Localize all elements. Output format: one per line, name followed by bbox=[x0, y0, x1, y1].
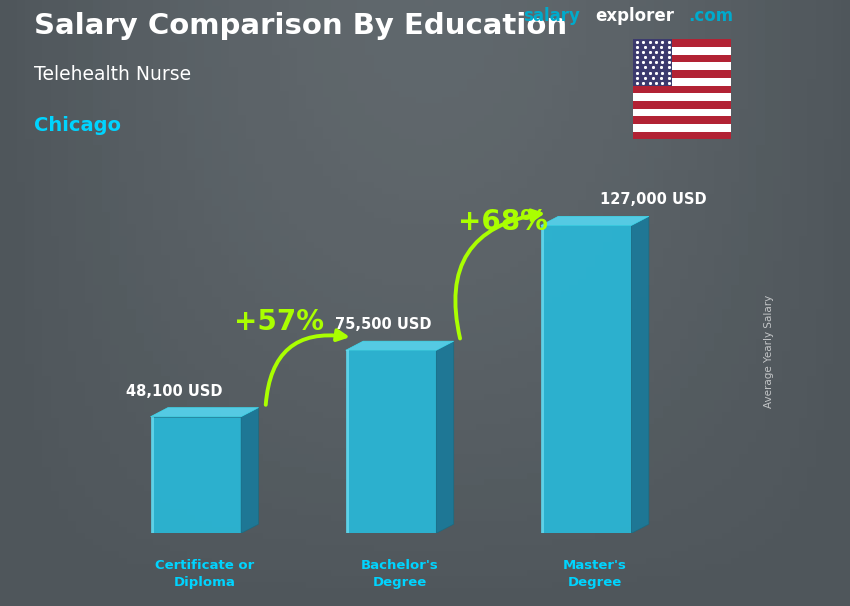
Text: Average Yearly Salary: Average Yearly Salary bbox=[764, 295, 774, 408]
Bar bbox=[633, 108, 731, 116]
Polygon shape bbox=[632, 216, 649, 533]
Bar bbox=[633, 39, 672, 85]
Bar bbox=[633, 62, 731, 70]
Bar bbox=[633, 101, 731, 108]
Text: Chicago: Chicago bbox=[34, 116, 121, 135]
Polygon shape bbox=[346, 350, 436, 533]
Polygon shape bbox=[241, 408, 258, 533]
Text: Certificate or
Diploma: Certificate or Diploma bbox=[155, 559, 254, 589]
Bar bbox=[633, 39, 731, 47]
Bar bbox=[633, 47, 731, 55]
Polygon shape bbox=[346, 341, 454, 350]
Polygon shape bbox=[150, 408, 258, 417]
Polygon shape bbox=[541, 225, 544, 533]
Bar bbox=[633, 116, 731, 124]
Bar bbox=[633, 124, 731, 132]
Polygon shape bbox=[541, 216, 649, 225]
Text: 127,000 USD: 127,000 USD bbox=[600, 192, 706, 207]
Polygon shape bbox=[541, 225, 632, 533]
Bar bbox=[633, 85, 731, 93]
Polygon shape bbox=[346, 350, 349, 533]
Text: Bachelor's
Degree: Bachelor's Degree bbox=[361, 559, 439, 589]
Text: .com: .com bbox=[688, 7, 734, 25]
Text: Telehealth Nurse: Telehealth Nurse bbox=[34, 65, 191, 84]
Text: salary: salary bbox=[523, 7, 580, 25]
Polygon shape bbox=[150, 417, 154, 533]
Polygon shape bbox=[436, 341, 454, 533]
Text: 48,100 USD: 48,100 USD bbox=[126, 384, 223, 399]
Text: +57%: +57% bbox=[235, 308, 325, 336]
Text: explorer: explorer bbox=[595, 7, 674, 25]
Bar bbox=[633, 55, 731, 62]
Bar bbox=[633, 93, 731, 101]
Bar bbox=[633, 70, 731, 78]
Bar bbox=[633, 78, 731, 85]
Text: Master's
Degree: Master's Degree bbox=[563, 559, 626, 589]
Text: 75,500 USD: 75,500 USD bbox=[335, 317, 432, 332]
Text: Salary Comparison By Education: Salary Comparison By Education bbox=[34, 12, 567, 39]
Bar bbox=[633, 132, 731, 139]
Polygon shape bbox=[150, 417, 241, 533]
Text: +68%: +68% bbox=[457, 208, 547, 236]
